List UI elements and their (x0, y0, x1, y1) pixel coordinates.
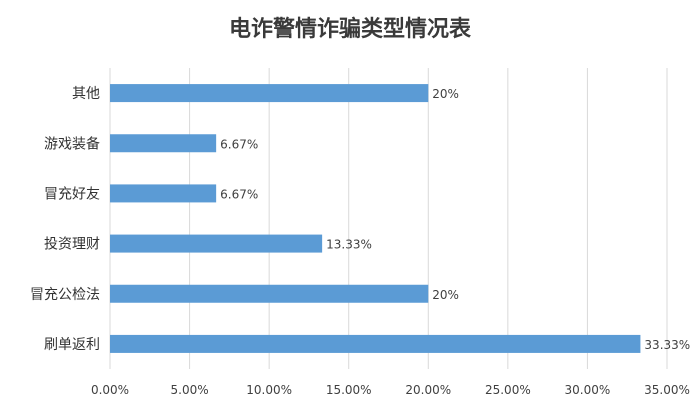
bar (110, 84, 429, 103)
data-label: 33.33% (644, 338, 690, 352)
category-label: 游戏装备 (44, 135, 100, 152)
data-label: 20% (432, 288, 459, 302)
x-tick-label: 30.00% (565, 383, 611, 397)
bar (110, 134, 217, 153)
chart-title: 电诈警情诈骗类型情况表 (229, 16, 472, 42)
gridlines (109, 68, 668, 369)
x-tick-label: 25.00% (485, 383, 531, 397)
data-label: 6.67% (220, 137, 258, 151)
x-tick-label: 10.00% (246, 383, 292, 397)
category-label: 冒充公检法 (30, 287, 100, 303)
data-labels: 33.33% 20% 13.33% 6.67% 6.67% 20% (220, 87, 690, 352)
category-label: 投资理财 (44, 237, 100, 253)
data-label: 13.33% (326, 238, 372, 252)
x-tick-label: 20.00% (405, 383, 451, 397)
category-label: 其他 (72, 86, 100, 102)
bar (110, 284, 429, 303)
x-tick-label: 35.00% (644, 383, 690, 397)
bar (110, 234, 323, 253)
data-label: 20% (432, 87, 459, 101)
x-tick-label: 5.00% (171, 383, 209, 397)
category-labels: 刷单返利 冒充公检法 投资理财 冒充好友 游戏装备 其他 (30, 86, 100, 353)
category-label: 刷单返利 (44, 337, 100, 353)
x-axis-ticks: 0.00% 5.00% 10.00% 15.00% 20.00% 25.00% 30.00%… (91, 383, 690, 397)
bar (110, 184, 217, 203)
bar (110, 334, 641, 353)
x-tick-label: 15.00% (326, 383, 372, 397)
category-label: 冒充好友 (44, 186, 100, 202)
x-tick-label: 0.00% (91, 383, 129, 397)
bars (110, 84, 641, 353)
data-label: 6.67% (220, 187, 258, 201)
